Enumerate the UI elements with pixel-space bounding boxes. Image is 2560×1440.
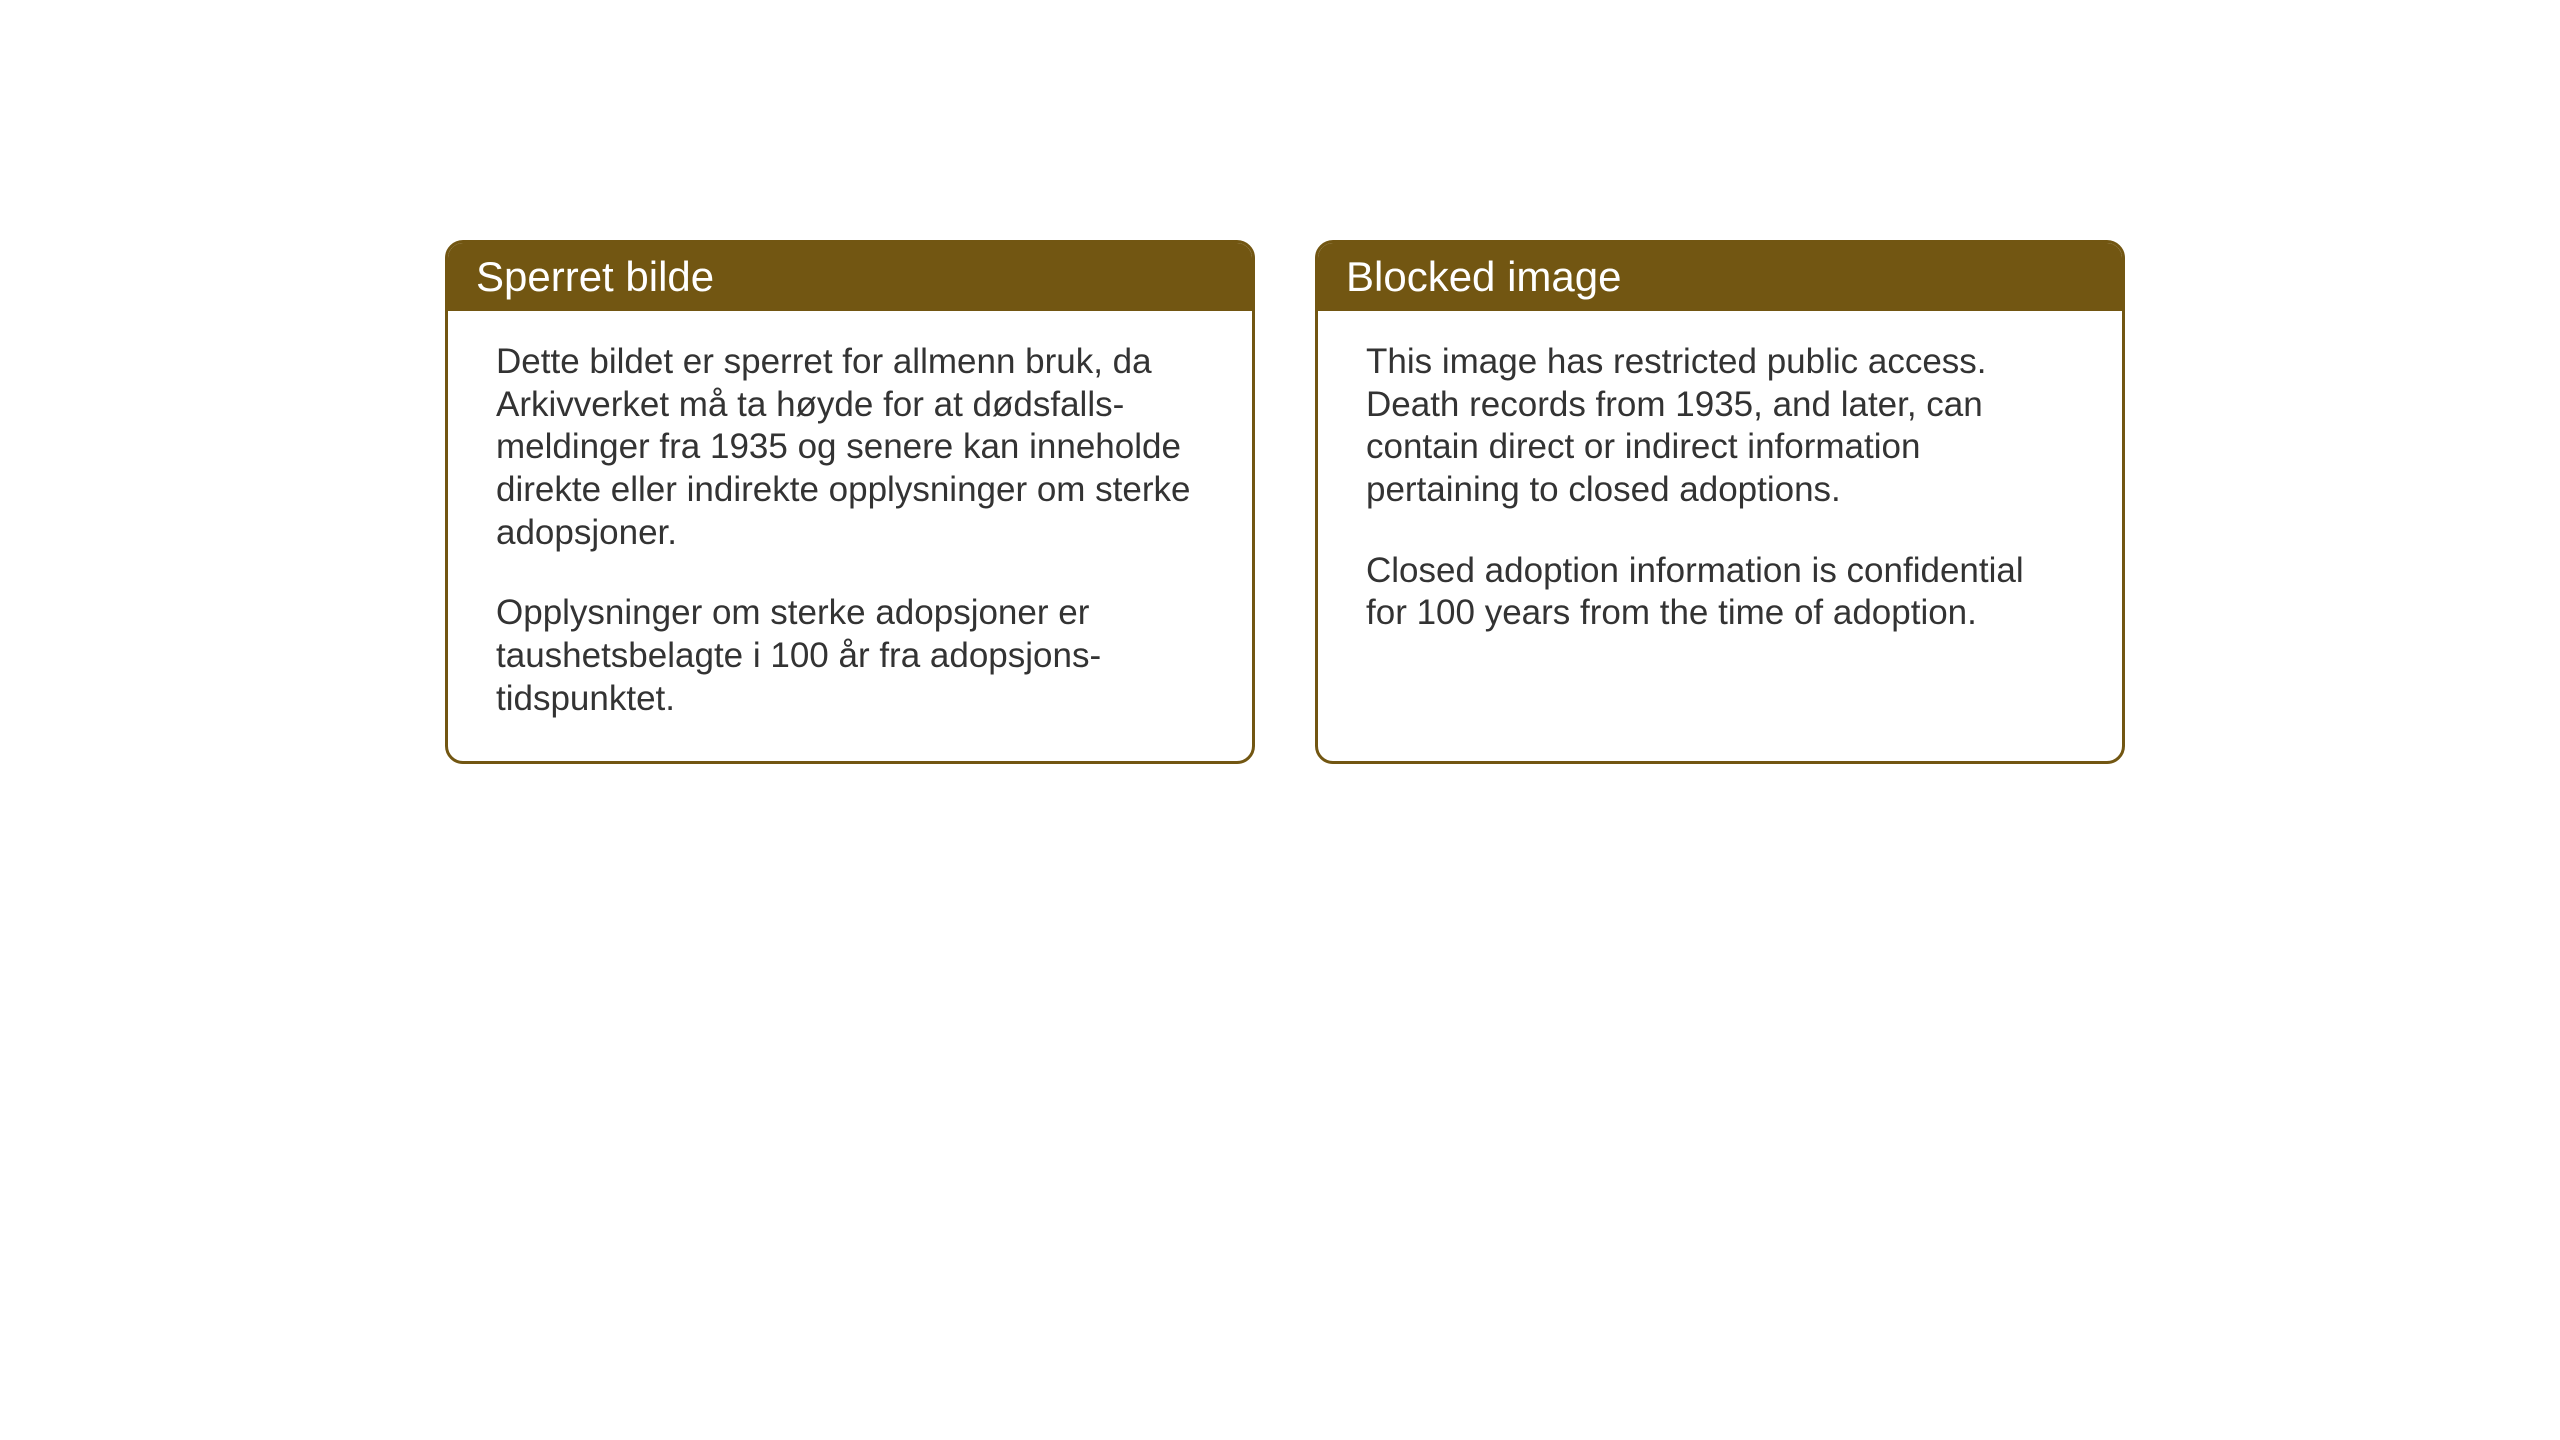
norwegian-paragraph-1: Dette bildet er sperret for allmenn bruk… xyxy=(496,341,1204,554)
norwegian-paragraph-2: Opplysninger om sterke adopsjoner er tau… xyxy=(496,592,1204,720)
norwegian-card-body: Dette bildet er sperret for allmenn bruk… xyxy=(448,311,1252,761)
english-card-title: Blocked image xyxy=(1318,243,2122,311)
norwegian-card-title: Sperret bilde xyxy=(448,243,1252,311)
english-card-body: This image has restricted public access.… xyxy=(1318,311,2122,711)
notice-cards-container: Sperret bilde Dette bildet er sperret fo… xyxy=(445,240,2125,764)
english-paragraph-1: This image has restricted public access.… xyxy=(1366,341,2074,512)
english-paragraph-2: Closed adoption information is confident… xyxy=(1366,550,2074,635)
norwegian-notice-card: Sperret bilde Dette bildet er sperret fo… xyxy=(445,240,1255,764)
english-notice-card: Blocked image This image has restricted … xyxy=(1315,240,2125,764)
